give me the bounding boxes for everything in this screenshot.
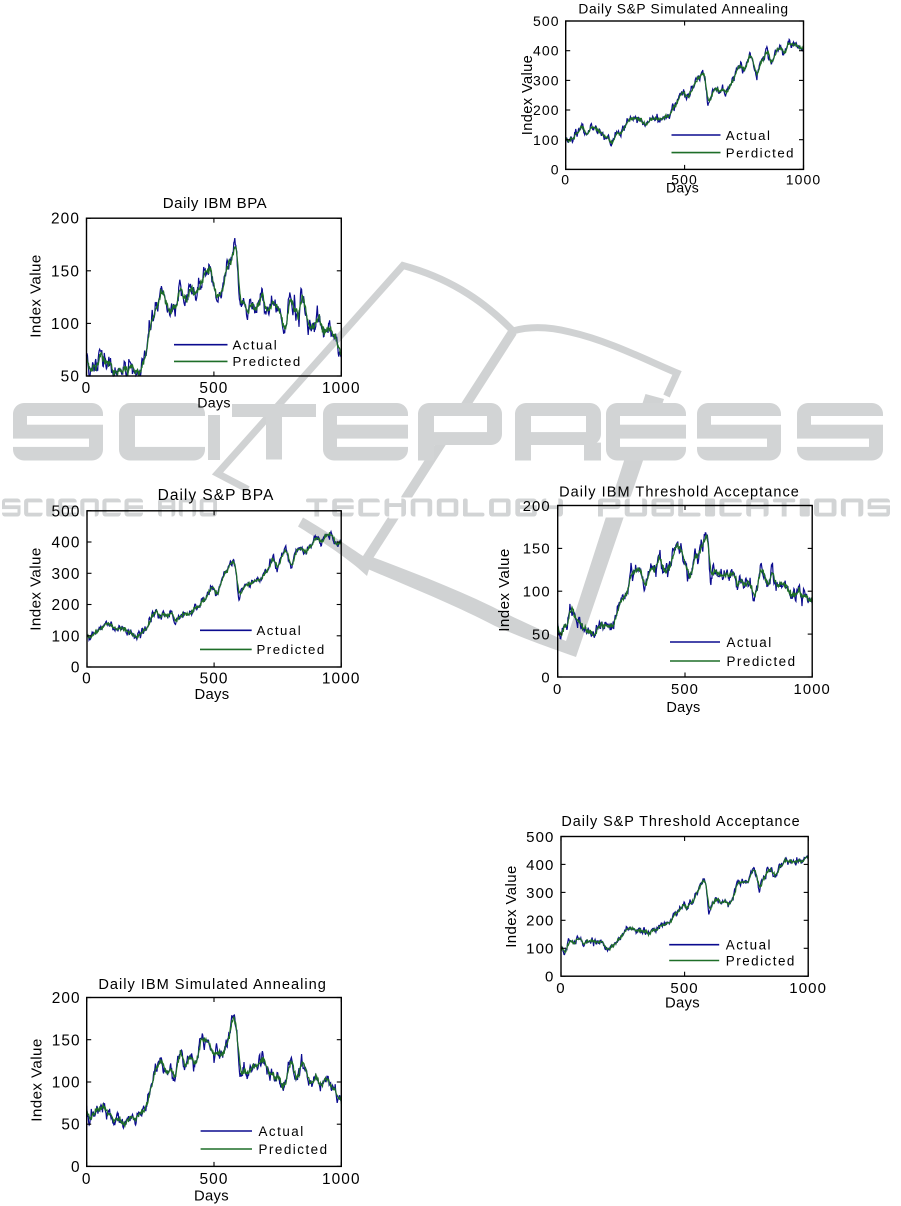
svg-text:Daily IBM Threshold Acceptance: Daily IBM Threshold Acceptance <box>559 484 800 500</box>
svg-text:500: 500 <box>200 1171 229 1188</box>
svg-text:500: 500 <box>199 380 228 397</box>
svg-text:Actual: Actual <box>233 338 279 353</box>
svg-text:Actual: Actual <box>259 1124 305 1139</box>
svg-text:400: 400 <box>533 43 560 59</box>
svg-text:Daily S&P BPA: Daily S&P BPA <box>158 487 275 504</box>
svg-text:0: 0 <box>82 380 92 397</box>
svg-text:Predicted: Predicted <box>727 654 797 669</box>
svg-text:Index Value: Index Value <box>28 547 45 631</box>
svg-text:500: 500 <box>671 172 698 188</box>
svg-text:1000: 1000 <box>322 380 361 397</box>
svg-text:200: 200 <box>51 211 80 228</box>
svg-text:50: 50 <box>61 1117 80 1134</box>
svg-text:Daily S&P Simulated Annealing: Daily S&P Simulated Annealing <box>578 2 788 17</box>
svg-text:0: 0 <box>553 682 562 698</box>
svg-text:Index Value: Index Value <box>28 254 45 338</box>
svg-text:Days: Days <box>194 1189 229 1205</box>
svg-text:Daily IBM Simulated Annealing: Daily IBM Simulated Annealing <box>98 977 327 993</box>
svg-text:500: 500 <box>671 682 699 698</box>
svg-text:Days: Days <box>666 700 700 716</box>
svg-text:Actual: Actual <box>726 128 772 143</box>
svg-text:50: 50 <box>532 628 551 644</box>
svg-text:0: 0 <box>551 161 560 177</box>
svg-text:Perdicted: Perdicted <box>726 145 795 160</box>
svg-text:Predicted: Predicted <box>726 953 796 968</box>
svg-text:Days: Days <box>665 996 700 1012</box>
svg-text:200: 200 <box>523 499 551 515</box>
svg-text:Actual: Actual <box>726 938 772 953</box>
svg-text:Index Value: Index Value <box>520 55 536 135</box>
svg-text:200: 200 <box>52 597 81 614</box>
svg-text:100: 100 <box>51 316 80 333</box>
svg-text:500: 500 <box>533 13 560 29</box>
svg-text:0: 0 <box>556 980 565 997</box>
svg-text:0: 0 <box>82 1171 92 1188</box>
svg-text:Actual: Actual <box>257 623 303 638</box>
svg-text:100: 100 <box>523 585 551 601</box>
svg-text:200: 200 <box>52 990 81 1007</box>
svg-text:1000: 1000 <box>794 682 831 698</box>
svg-text:150: 150 <box>523 542 551 558</box>
svg-text:Predicted: Predicted <box>233 354 302 369</box>
svg-text:100: 100 <box>52 628 81 645</box>
svg-text:Daily S&P Threshold Acceptance: Daily S&P Threshold Acceptance <box>561 814 800 830</box>
svg-text:1000: 1000 <box>322 1171 361 1188</box>
svg-text:Days: Days <box>195 687 230 703</box>
svg-text:500: 500 <box>52 503 81 520</box>
svg-text:300: 300 <box>52 566 81 583</box>
svg-text:400: 400 <box>52 535 81 552</box>
svg-text:400: 400 <box>526 857 554 874</box>
svg-text:500: 500 <box>670 980 698 997</box>
svg-text:500: 500 <box>526 829 554 846</box>
svg-text:200: 200 <box>526 913 554 930</box>
svg-text:Index Value: Index Value <box>29 1038 46 1122</box>
svg-text:0: 0 <box>561 172 570 188</box>
svg-text:1000: 1000 <box>789 980 827 997</box>
svg-text:0: 0 <box>545 969 554 986</box>
svg-text:150: 150 <box>52 1032 81 1049</box>
svg-text:300: 300 <box>533 72 560 88</box>
svg-text:100: 100 <box>52 1075 81 1092</box>
svg-text:200: 200 <box>533 102 560 118</box>
svg-text:Daily IBM BPA: Daily IBM BPA <box>163 195 267 212</box>
svg-text:500: 500 <box>200 671 229 688</box>
svg-text:50: 50 <box>61 369 80 386</box>
svg-text:300: 300 <box>526 885 554 902</box>
svg-text:Index Value: Index Value <box>503 865 520 948</box>
svg-text:Days: Days <box>666 180 699 196</box>
svg-text:Days: Days <box>197 396 231 412</box>
svg-text:Predicted: Predicted <box>257 642 326 657</box>
svg-text:1000: 1000 <box>322 671 361 688</box>
svg-text:150: 150 <box>51 263 80 280</box>
svg-text:Predicted: Predicted <box>259 1142 329 1157</box>
svg-text:Index Value: Index Value <box>496 548 513 632</box>
svg-text:100: 100 <box>533 132 560 148</box>
svg-text:0: 0 <box>82 671 92 688</box>
svg-text:0: 0 <box>71 660 81 677</box>
svg-text:0: 0 <box>71 1159 81 1176</box>
svg-text:1000: 1000 <box>786 172 822 188</box>
svg-text:Actual: Actual <box>727 635 773 650</box>
svg-text:100: 100 <box>526 941 554 958</box>
svg-text:0: 0 <box>541 670 550 686</box>
